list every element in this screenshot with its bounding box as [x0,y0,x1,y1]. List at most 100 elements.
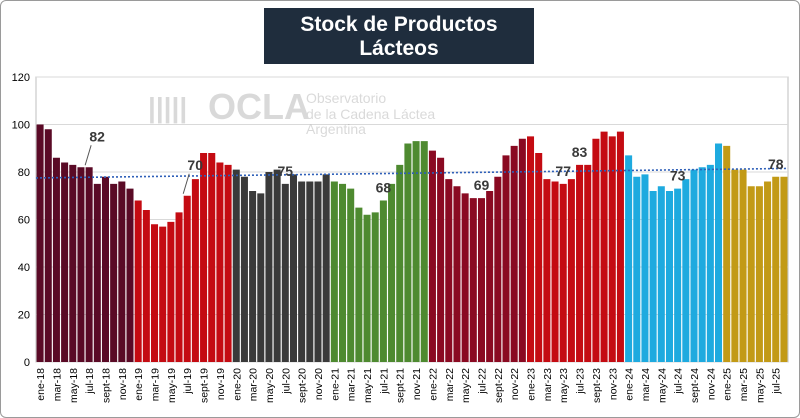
bar [379,200,387,362]
bar [461,193,469,362]
watermark-mark-icon: ||||| [148,92,187,123]
x-tick-label: may-20 [264,368,276,403]
bar [576,164,584,362]
bar [347,188,355,362]
bar [616,131,624,362]
watermark-name: OCLA [208,86,310,127]
x-tick-label: mar-21 [346,368,358,401]
x-tick-label: nov-23 [607,368,619,400]
bar [486,191,494,362]
bar [339,183,347,362]
bar [208,153,216,362]
annotation-label: 77 [555,163,571,179]
bar [363,214,371,362]
x-tick-label: sept-20 [297,368,309,403]
bar [388,183,396,362]
x-tick-label: mar-22 [444,368,456,401]
bar [625,155,633,362]
bar [36,124,44,362]
x-tick-label: nov-21 [411,368,423,400]
bar [780,176,788,362]
x-tick-label: mar-20 [248,368,260,401]
bar [159,226,167,362]
y-tick-label: 100 [12,120,30,132]
x-tick-label: jul-20 [280,368,292,395]
x-tick-label: ene-24 [624,368,636,401]
bar [428,150,436,362]
x-tick-label: may-22 [460,368,472,403]
bar [142,210,150,362]
bar [61,162,69,362]
bar [183,195,191,362]
bar [502,155,510,362]
bar [289,174,297,362]
x-tick-label: nov-19 [215,368,227,400]
x-tick-label: may-25 [754,368,766,403]
bar [584,164,592,362]
x-tick-label: nov-18 [117,368,129,400]
x-tick-label: mar-18 [51,368,63,401]
bar [690,169,698,362]
bar [93,183,101,362]
x-tick-label: mar-19 [150,368,162,401]
bar [543,179,551,362]
bar [216,162,224,362]
x-tick-label: ene-18 [35,368,47,401]
x-tick-label: sept-18 [100,368,112,403]
bar [118,181,126,362]
x-tick-label: may-21 [362,368,374,403]
bar [608,136,616,362]
x-tick-label: sept-22 [493,368,505,403]
watermark-text: de la Cadena Láctea [306,106,435,122]
x-tick-label: ene-23 [526,368,538,401]
bar [371,212,379,362]
x-tick-label: sept-24 [689,368,701,403]
title-box: Stock de Productos Lácteos - enero 2018 … [264,8,534,81]
bar [134,200,142,362]
x-tick-label: may-18 [68,368,80,403]
bar [322,174,330,362]
bar [477,198,485,362]
bar [527,136,535,362]
bar [723,145,731,362]
annotation-label: 70 [187,157,203,173]
watermark-text: Argentina [306,121,366,137]
bar [167,221,175,362]
bar [126,188,134,362]
bar [232,169,240,362]
bar [445,179,453,362]
annotation-pointer [84,145,92,166]
bar [175,212,183,362]
y-tick-label: 60 [18,215,30,227]
x-tick-label: jul-18 [84,368,96,395]
bar [298,181,306,362]
annotation-label: 69 [474,177,490,193]
x-tick-label: sept-21 [395,368,407,403]
x-tick-label: ene-25 [722,368,734,401]
bar [69,164,77,362]
bar [355,207,363,362]
annotation-label: 83 [572,144,588,160]
x-tick-label: may-24 [656,368,668,403]
x-tick-label: ene-22 [427,368,439,401]
x-tick-label: nov-24 [705,368,717,400]
bar [420,141,428,362]
bar [200,153,208,362]
y-tick-label: 0 [24,357,30,369]
x-tick-label: jul-25 [771,368,783,395]
x-tick-label: jul-21 [378,368,390,395]
bar [755,186,763,362]
x-tick-label: nov-22 [509,368,521,400]
annotation-label: 68 [376,180,392,196]
watermark-text: Observatorio [306,90,386,106]
x-tick-label: may-23 [558,368,570,403]
bar [249,191,257,362]
bar [510,145,518,362]
annotation-label: 75 [278,163,294,179]
bar [665,191,673,362]
bar [567,179,575,362]
bar [600,131,608,362]
annotation-label: 73 [670,168,686,184]
x-tick-label: ene-21 [329,368,341,401]
